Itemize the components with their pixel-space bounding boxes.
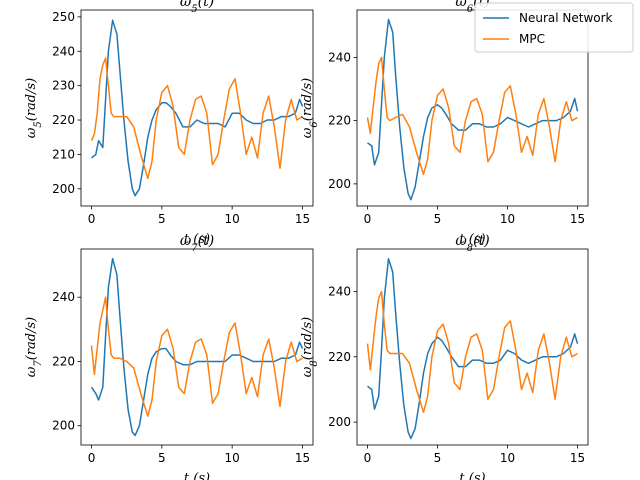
y-tick-label: 240 xyxy=(52,44,75,58)
x-tick-label: 10 xyxy=(500,212,515,226)
x-tick-label: 0 xyxy=(364,212,372,226)
x-tick-label: 0 xyxy=(364,451,372,465)
x-axis-label: t (s) xyxy=(459,471,485,480)
x-tick-label: 5 xyxy=(434,212,442,226)
axes-frame xyxy=(80,248,314,446)
x-axis-label: t (s) xyxy=(184,471,210,480)
legend-box xyxy=(474,2,634,53)
subplot-title: ω8(t) xyxy=(455,233,489,254)
series-line-mpc xyxy=(366,290,578,414)
y-tick-label: 220 xyxy=(328,114,351,128)
series-line-mpc xyxy=(90,57,303,180)
x-tick-label: 0 xyxy=(88,212,96,226)
x-tick-label: 5 xyxy=(158,451,166,465)
x-axis-label: t (s) xyxy=(459,232,485,247)
y-tick-label: 240 xyxy=(328,284,351,298)
y-tick-label: 200 xyxy=(328,415,351,429)
y-tick-label: 220 xyxy=(52,113,75,127)
legend: Neural Network MPC xyxy=(474,2,634,53)
x-tick-label: 5 xyxy=(434,451,442,465)
y-tick-label: 250 xyxy=(52,10,75,24)
series-line-mpc xyxy=(366,56,578,176)
y-tick-label: 240 xyxy=(52,290,75,304)
subplot-title: ω7(t) xyxy=(180,233,214,254)
x-tick-label: 15 xyxy=(570,212,585,226)
y-tick-label: 200 xyxy=(328,177,351,191)
axes-frame xyxy=(356,248,589,446)
x-tick-label: 15 xyxy=(570,451,585,465)
x-tick-label: 10 xyxy=(225,212,240,226)
x-tick-label: 15 xyxy=(295,212,310,226)
axes-frame xyxy=(80,9,314,207)
series-line-mpc xyxy=(90,296,303,417)
x-tick-label: 5 xyxy=(158,212,166,226)
y-tick-label: 210 xyxy=(52,147,75,161)
y-tick-label: 200 xyxy=(52,419,75,433)
x-tick-label: 0 xyxy=(88,451,96,465)
legend-label-mpc: MPC xyxy=(519,32,545,46)
y-tick-label: 220 xyxy=(328,350,351,364)
y-tick-label: 240 xyxy=(328,50,351,64)
x-tick-label: 15 xyxy=(295,451,310,465)
y-tick-label: 220 xyxy=(52,354,75,368)
legend-label-neural-network: Neural Network xyxy=(519,11,613,25)
y-tick-label: 230 xyxy=(52,79,75,93)
y-tick-label: 200 xyxy=(52,182,75,196)
x-axis-label: t (s) xyxy=(184,232,210,247)
x-tick-label: 10 xyxy=(225,451,240,465)
axes-frame xyxy=(356,9,589,207)
x-tick-label: 10 xyxy=(500,451,515,465)
